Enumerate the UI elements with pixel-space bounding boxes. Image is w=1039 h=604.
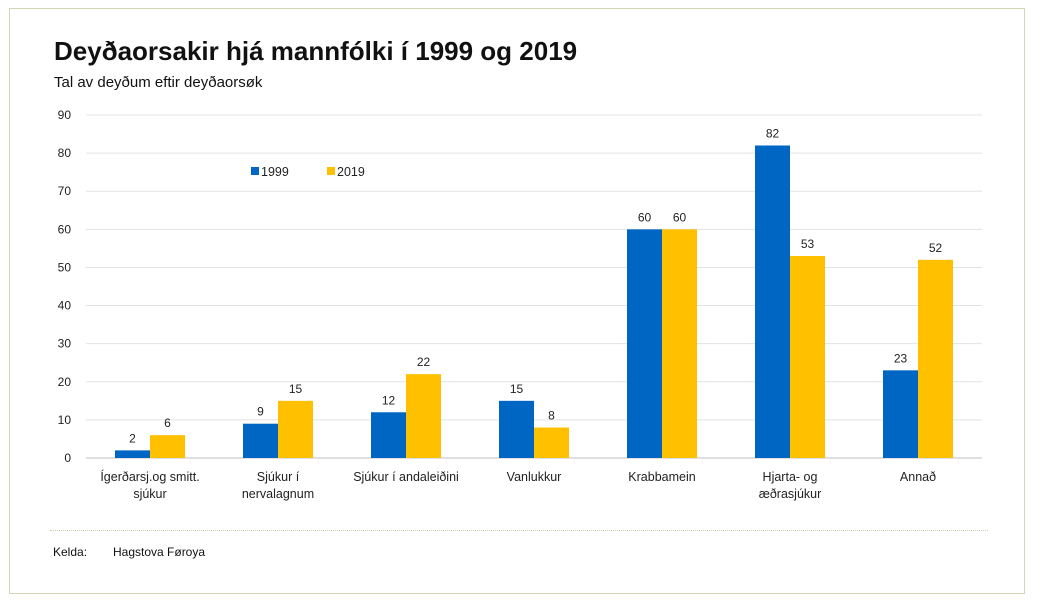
x-tick-label: Sjúkur í bbox=[257, 470, 300, 484]
bar-1999 bbox=[883, 370, 918, 458]
y-tick-label: 50 bbox=[58, 260, 72, 274]
source-label: Kelda: bbox=[53, 545, 88, 559]
chart-title: Deyðaorsakir hjá mannfólki í 1999 og 201… bbox=[54, 36, 578, 66]
y-tick-label: 70 bbox=[58, 184, 72, 198]
data-label: 82 bbox=[766, 126, 780, 140]
data-label: 15 bbox=[289, 382, 303, 396]
x-tick-label: Ígerðarsj.og smitt. bbox=[100, 469, 199, 484]
x-axis-ticks: Ígerðarsj.og smitt. sjúkur Sjúkur í nervala… bbox=[100, 469, 936, 501]
bar-2019 bbox=[278, 400, 313, 458]
bar-1999 bbox=[115, 450, 150, 458]
data-label: 9 bbox=[257, 405, 264, 419]
data-label: 22 bbox=[417, 355, 431, 369]
legend: 1999 2019 bbox=[251, 165, 365, 179]
data-label: 2 bbox=[129, 431, 136, 445]
bar-1999 bbox=[243, 423, 278, 458]
y-tick-label: 80 bbox=[58, 146, 72, 160]
x-tick-label: Krabbamein bbox=[628, 470, 695, 484]
legend-swatch bbox=[327, 167, 335, 175]
data-label: 52 bbox=[929, 241, 943, 255]
y-tick-label: 30 bbox=[58, 337, 72, 351]
footer-divider bbox=[50, 530, 988, 531]
y-tick-label: 40 bbox=[58, 299, 72, 313]
x-tick-label: æðrasjúkur bbox=[759, 487, 822, 501]
x-tick-label: nervalagnum bbox=[242, 487, 314, 501]
legend-label: 2019 bbox=[337, 165, 365, 179]
legend-label: 1999 bbox=[261, 165, 289, 179]
bar-2019 bbox=[534, 427, 569, 458]
data-label: 53 bbox=[801, 237, 815, 251]
data-label: 6 bbox=[164, 416, 171, 430]
data-labels: 2 6 9 15 12 22 15 8 60 60 82 53 23 52 bbox=[129, 126, 942, 445]
bars bbox=[115, 145, 953, 458]
data-label: 8 bbox=[548, 409, 555, 423]
source-value: Hagstova Føroya bbox=[113, 545, 206, 559]
data-label: 60 bbox=[638, 210, 652, 224]
y-axis-ticks: 0 10 20 30 40 50 60 70 80 90 bbox=[58, 108, 72, 465]
x-tick-label: Annað bbox=[900, 470, 936, 484]
bar-2019 bbox=[790, 256, 825, 458]
bar-1999 bbox=[371, 412, 406, 458]
y-tick-label: 10 bbox=[58, 413, 72, 427]
bar-2019 bbox=[918, 259, 953, 458]
y-tick-label: 60 bbox=[58, 222, 72, 236]
bar-2019 bbox=[150, 435, 185, 458]
x-tick-label: Vanlukkur bbox=[507, 470, 562, 484]
chart-subtitle: Tal av deyðum eftir deyðaorsøk bbox=[54, 74, 263, 91]
y-tick-label: 20 bbox=[58, 375, 72, 389]
data-label: 23 bbox=[894, 351, 908, 365]
gridlines bbox=[86, 114, 982, 459]
bar-2019 bbox=[662, 229, 697, 458]
bar-1999 bbox=[755, 145, 790, 458]
x-tick-label: sjúkur bbox=[133, 487, 166, 501]
chart-frame bbox=[9, 8, 1025, 594]
bar-2019 bbox=[406, 374, 441, 458]
bar-1999 bbox=[499, 400, 534, 458]
x-tick-label: Hjarta- og bbox=[763, 470, 818, 484]
x-tick-label: Sjúkur í andaleiðini bbox=[353, 470, 459, 484]
data-label: 12 bbox=[382, 393, 396, 407]
y-tick-label: 0 bbox=[64, 451, 71, 465]
bar-1999 bbox=[627, 229, 662, 458]
legend-swatch bbox=[251, 167, 259, 175]
data-label: 60 bbox=[673, 210, 687, 224]
y-tick-label: 90 bbox=[58, 108, 72, 122]
data-label: 15 bbox=[510, 382, 524, 396]
